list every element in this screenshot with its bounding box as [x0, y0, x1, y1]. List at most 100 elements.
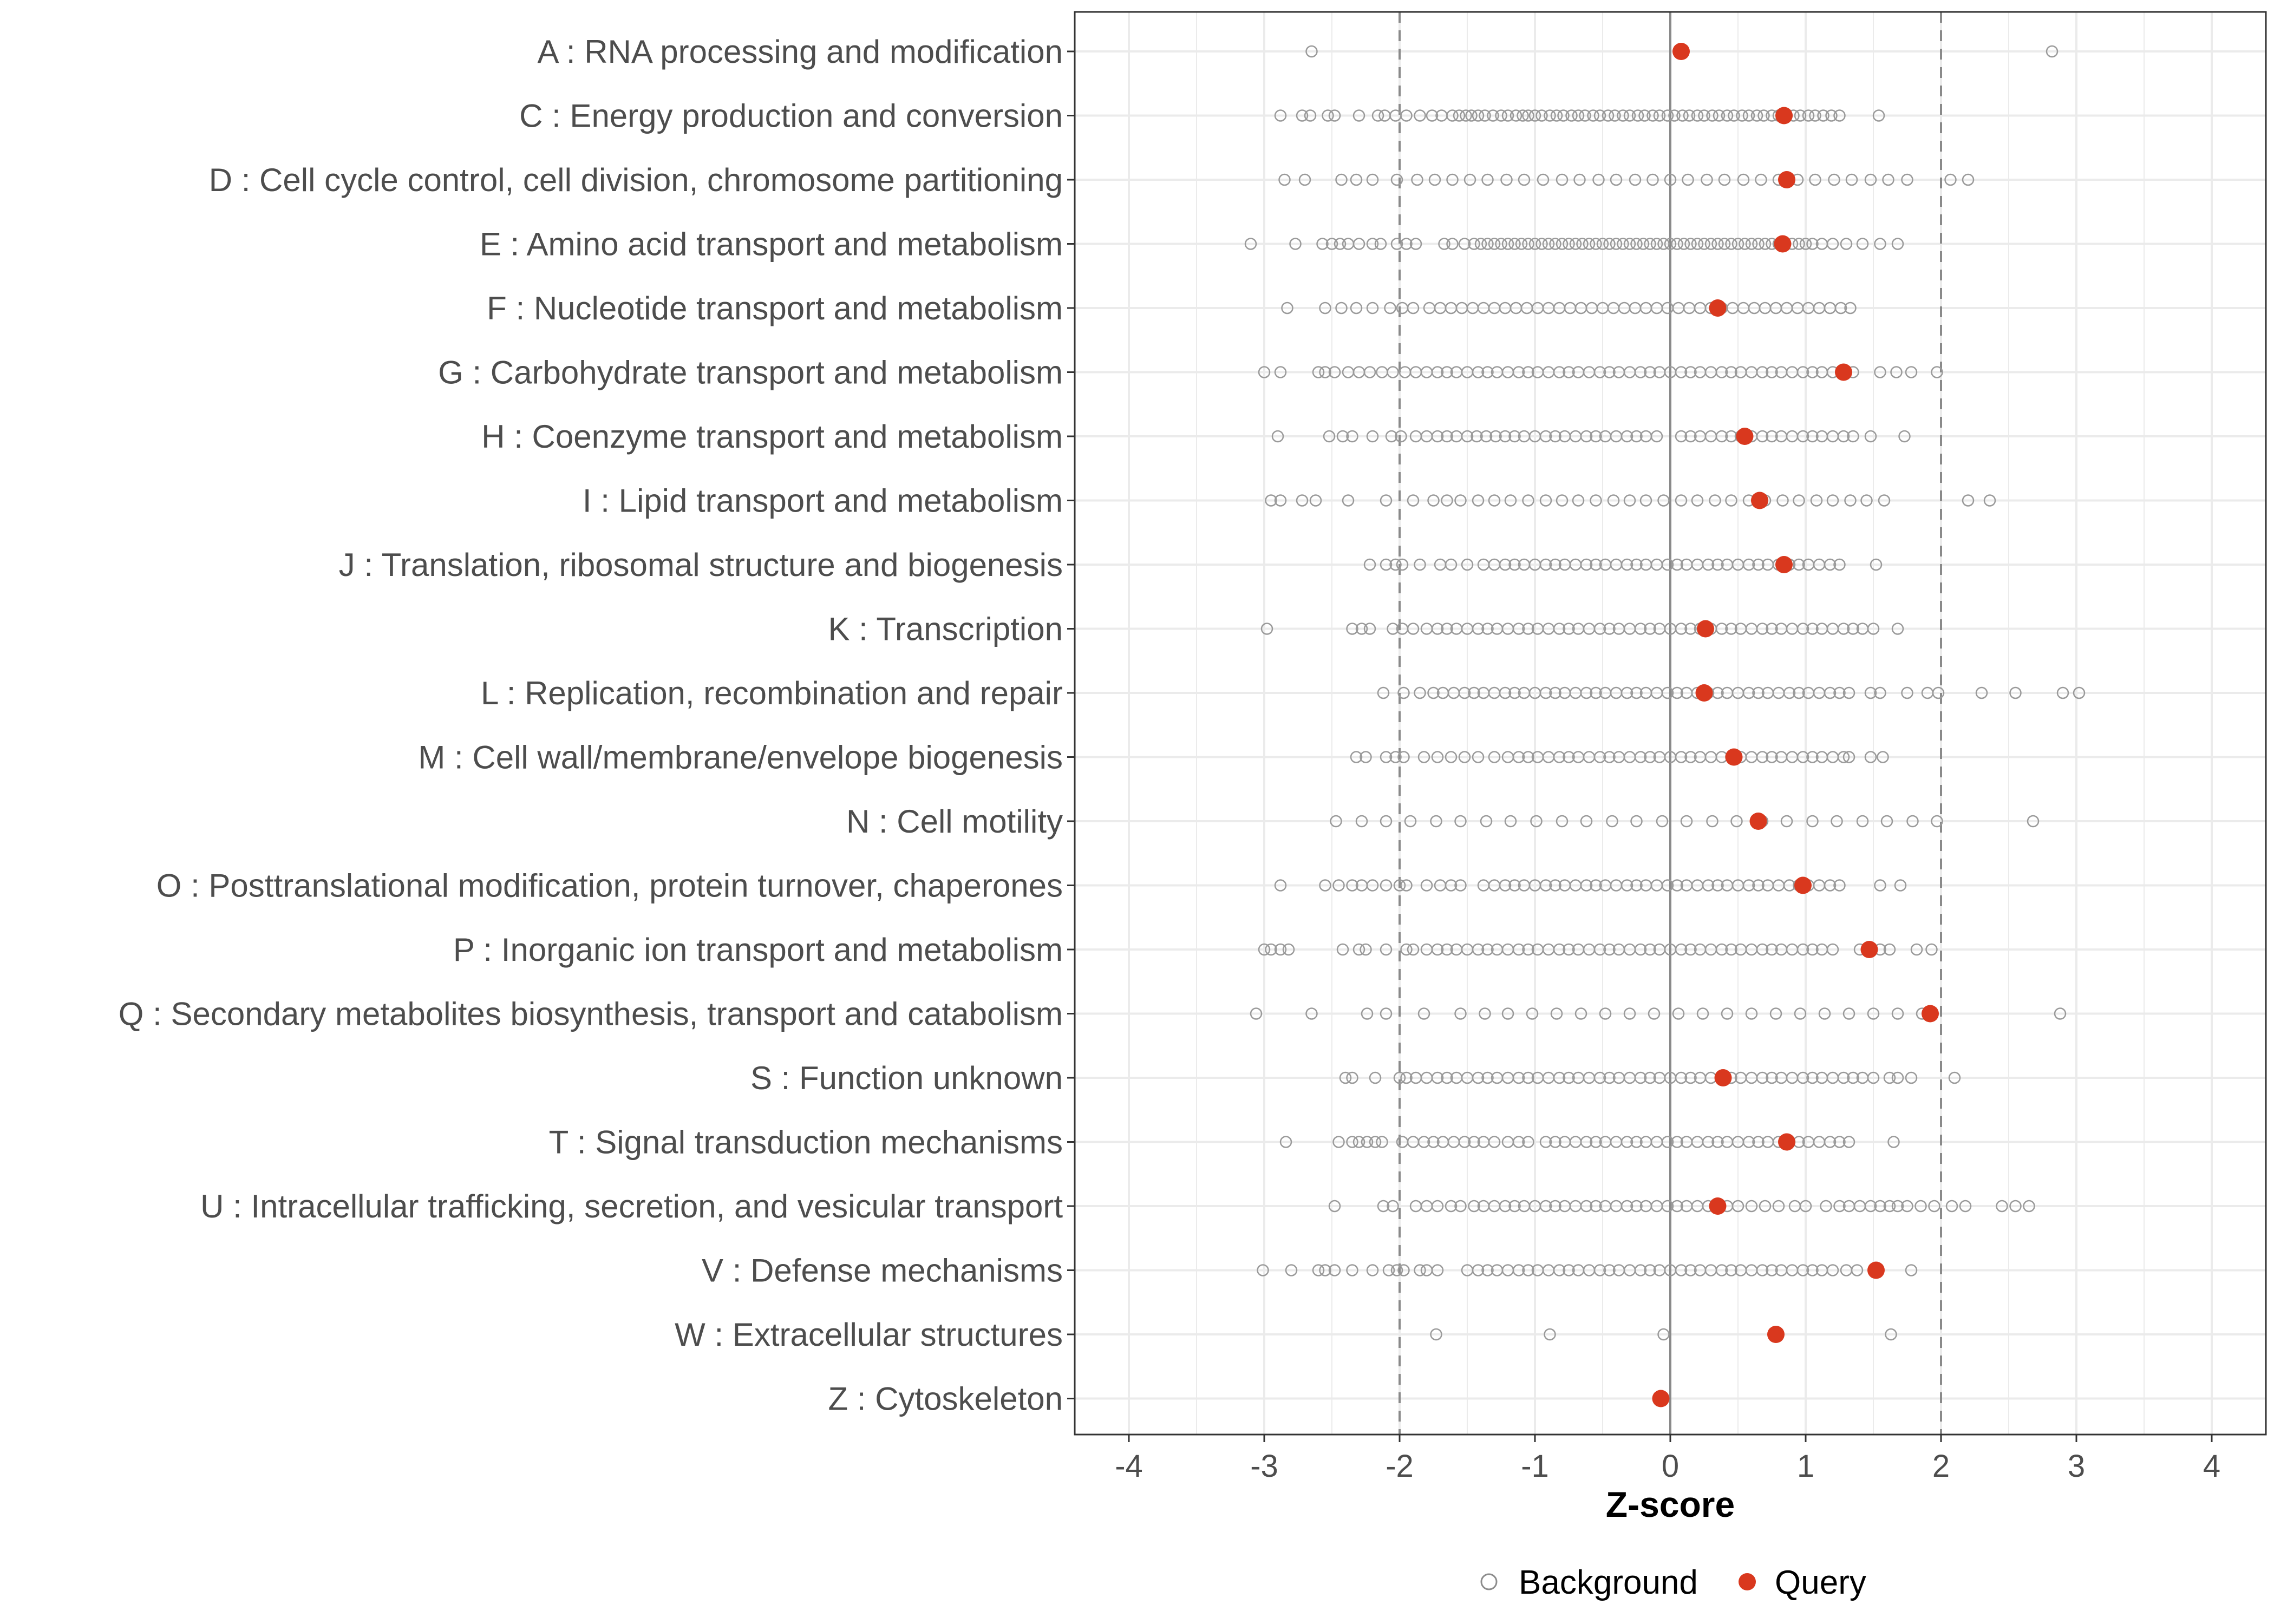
background-point: [1445, 558, 1458, 571]
background-point: [1501, 238, 1514, 250]
background-point: [1796, 751, 1809, 763]
background-point: [1630, 558, 1643, 571]
background-point: [1684, 943, 1697, 956]
background-point: [1793, 494, 1805, 507]
background-point: [1407, 494, 1420, 507]
background-point: [1634, 623, 1647, 635]
legend-query-label: Query: [1775, 1564, 1866, 1601]
background-point: [1549, 1136, 1561, 1148]
background-point: [1650, 430, 1663, 443]
background-point: [1634, 1071, 1647, 1084]
background-point: [1603, 943, 1616, 956]
background-point: [1745, 1200, 1758, 1213]
background-point: [1675, 366, 1688, 378]
background-point: [1644, 623, 1656, 635]
x-tick-label: 1: [1797, 1449, 1814, 1484]
background-point: [1826, 238, 1839, 250]
background-point: [1472, 1264, 1485, 1276]
background-point: [1675, 623, 1688, 635]
background-point: [1620, 879, 1633, 892]
background-point: [1557, 109, 1570, 122]
background-point: [1427, 1136, 1440, 1148]
query-point: [1652, 1390, 1670, 1407]
query-point: [1714, 1069, 1732, 1086]
background-point: [1657, 238, 1670, 250]
background-point: [1319, 879, 1331, 892]
background-point: [1661, 1136, 1674, 1148]
background-point: [1711, 558, 1724, 571]
background-point: [1556, 494, 1569, 507]
background-point: [1517, 109, 1529, 122]
background-point: [1380, 558, 1393, 571]
background-point: [1931, 815, 1943, 828]
background-point: [1752, 238, 1765, 250]
background-point: [1905, 1071, 1918, 1084]
background-point: [1623, 1007, 1636, 1020]
background-point: [1363, 558, 1376, 571]
background-point: [1446, 238, 1459, 250]
background-point: [1593, 751, 1606, 763]
background-point: [1603, 238, 1616, 250]
background-point: [1676, 109, 1689, 122]
background-point: [1576, 238, 1589, 250]
background-point: [1285, 1264, 1298, 1276]
background-point: [1901, 686, 1913, 699]
background-point: [1549, 686, 1561, 699]
background-point: [1274, 366, 1287, 378]
background-point: [1508, 1200, 1521, 1213]
background-point: [1550, 1007, 1563, 1020]
background-point: [1539, 1136, 1552, 1148]
background-point: [1407, 302, 1420, 315]
background-point: [1882, 173, 1894, 186]
background-point: [1501, 1007, 1514, 1020]
background-point: [1806, 366, 1819, 378]
background-point: [1696, 1007, 1709, 1020]
background-point: [1742, 109, 1755, 122]
background-point: [1874, 879, 1886, 892]
background-point: [1840, 238, 1853, 250]
background-point: [1366, 238, 1379, 250]
background-point: [1630, 430, 1643, 443]
background-point: [1528, 109, 1541, 122]
x-tick-label: 0: [1662, 1449, 1679, 1484]
background-point: [1572, 109, 1585, 122]
category-label: A : RNA processing and modification: [537, 34, 1063, 70]
background-point: [1842, 686, 1855, 699]
query-point: [1751, 492, 1768, 509]
query-point: [1775, 107, 1793, 125]
background-point: [1833, 558, 1846, 571]
background-point: [1463, 173, 1476, 186]
background-point: [1580, 686, 1593, 699]
background-point: [1446, 173, 1459, 186]
background-point: [1526, 1007, 1539, 1020]
background-point: [1725, 366, 1737, 378]
background-point: [1460, 109, 1472, 122]
background-point: [1756, 430, 1769, 443]
background-point: [1522, 1071, 1534, 1084]
background-point: [1874, 1200, 1886, 1213]
background-point: [1542, 238, 1555, 250]
background-point: [1458, 238, 1471, 250]
background-point: [1361, 1007, 1374, 1020]
background-point: [1414, 109, 1426, 122]
background-point: [1759, 1200, 1772, 1213]
background-point: [1766, 623, 1778, 635]
background-point: [1550, 109, 1563, 122]
background-point: [1499, 1200, 1512, 1213]
background-point: [1675, 430, 1688, 443]
background-point: [1721, 109, 1734, 122]
background-point: [1539, 558, 1552, 571]
background-point: [1623, 494, 1636, 507]
background-point: [1539, 686, 1552, 699]
background-point: [1806, 1071, 1819, 1084]
background-point: [1996, 1200, 2008, 1213]
background-point: [1312, 366, 1325, 378]
background-point: [1325, 238, 1338, 250]
background-point: [1766, 430, 1778, 443]
background-point: [1271, 430, 1284, 443]
background-point: [1833, 686, 1846, 699]
background-point: [1675, 751, 1688, 763]
background-point: [1590, 430, 1602, 443]
background-point: [1580, 430, 1593, 443]
background-point: [1539, 879, 1552, 892]
